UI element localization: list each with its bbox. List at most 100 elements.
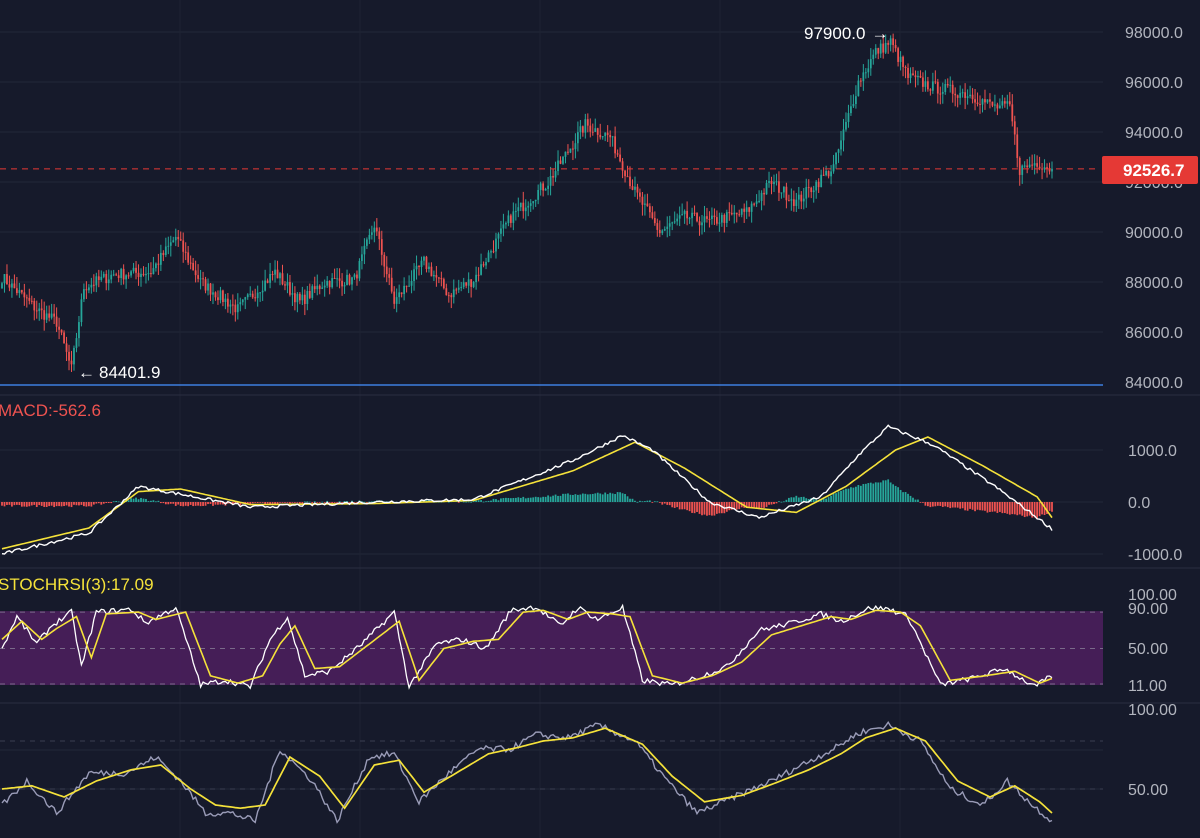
candle-body [760,192,763,201]
macd-histogram-bar [869,482,872,502]
macd-histogram-bar [644,501,646,502]
candle-body [428,266,430,270]
macd-histogram-bar [532,497,535,502]
candle-body [780,192,783,194]
candle-body [626,176,629,178]
macd-histogram-bar [95,502,98,504]
candle-body [864,72,867,74]
candle-body [182,240,185,252]
macd-histogram-bar [447,501,450,503]
macd-histogram-bar [182,502,185,507]
macd-histogram-bar [750,502,753,508]
candle-body [922,77,924,87]
stochrsi-panel[interactable]: STOCHRSI(3):17.09 [0,575,1103,690]
candle-body [954,93,957,96]
candle-body [713,215,716,218]
candle-body [830,171,832,177]
macd-histogram-bar [261,502,264,503]
candle-body [646,203,649,207]
macd-histogram-bar [117,501,120,503]
macd-histogram-bar [326,500,329,502]
macd-histogram-bar [33,502,36,505]
macd-histogram-bar [892,484,895,502]
candle-body [28,297,31,301]
candle-body [346,274,348,286]
macd-histogram-bar [328,502,331,503]
macd-histogram-bar [48,502,51,507]
candle-body [872,54,875,60]
candle-body [197,275,199,279]
candle-body [956,95,959,98]
macd-histogram-bar [668,502,671,506]
macd-histogram-bar [840,490,842,502]
macd-histogram-bar [986,502,989,513]
candle-body [485,261,487,266]
candle-body [787,200,790,202]
candle-body [743,208,746,212]
candle-body [738,214,741,216]
macd-histogram-bar [979,502,981,511]
macd-histogram-bar [696,502,698,512]
candle-body [303,294,306,304]
price-axis[interactable]: 98000.096000.094000.092000.090000.088000… [1125,25,1183,392]
macd-histogram-bar [581,493,584,502]
candle-body [452,289,455,298]
price-panel[interactable]: 97900.0 → ← 84401.9 [0,24,1103,386]
macd-histogram-bar [770,502,773,505]
candle-body [768,180,770,184]
candle-body [698,221,701,226]
macd-histogram-bar [457,502,460,503]
stochrsi-k-line [1,603,1053,690]
candle-body [572,148,574,150]
candle-body [701,222,703,226]
macd-panel[interactable]: MACD:-562.6 [0,401,1053,555]
candle-body [164,246,167,256]
candle-body [224,298,227,302]
macd-histogram-bar [256,502,259,503]
candle-body [971,94,974,100]
macd-histogram-bar [65,502,68,506]
macd-histogram-bar [251,502,254,504]
candle-body [907,67,909,78]
candle-body [653,217,656,224]
candle-body [624,170,626,177]
macd-histogram-bar [1038,502,1041,517]
candle-body [264,280,267,291]
macd-histogram-bar [40,502,43,506]
macd-histogram-bar [827,497,830,502]
bottom-indicator-panel[interactable] [0,721,1103,824]
candle-body [92,284,95,286]
candle-body [976,102,979,104]
macd-histogram-bar [8,502,11,505]
candle-body [23,292,26,298]
candle-body [256,292,259,299]
macd-histogram-bar [961,502,964,509]
macd-histogram-bar [1033,502,1036,518]
macd-histogram-bar [303,501,306,503]
macd-histogram-bar [425,500,428,502]
macd-histogram-bar [100,502,103,505]
candle-body [909,73,912,78]
macd-histogram-bar [907,493,909,502]
candle-body [229,304,232,307]
candle-body [596,128,599,135]
candle-body [899,56,902,62]
candle-body [147,273,150,275]
candle-body [251,293,254,298]
candle-body [564,151,567,157]
macd-histogram-bar [1018,502,1021,515]
candle-body [100,276,103,281]
macd-histogram-bar [184,502,187,506]
macd-histogram-bar [1013,502,1016,515]
candle-body [202,278,204,280]
candle-body [356,274,358,279]
macd-histogram-bar [572,494,574,502]
macd-histogram-bar [648,500,651,502]
candle-body [800,194,803,202]
macd-histogram-bar [658,502,661,503]
candle-body [408,285,410,287]
candle-body [343,285,346,287]
candle-body [159,252,162,265]
macd-histogram-bar [517,497,520,502]
